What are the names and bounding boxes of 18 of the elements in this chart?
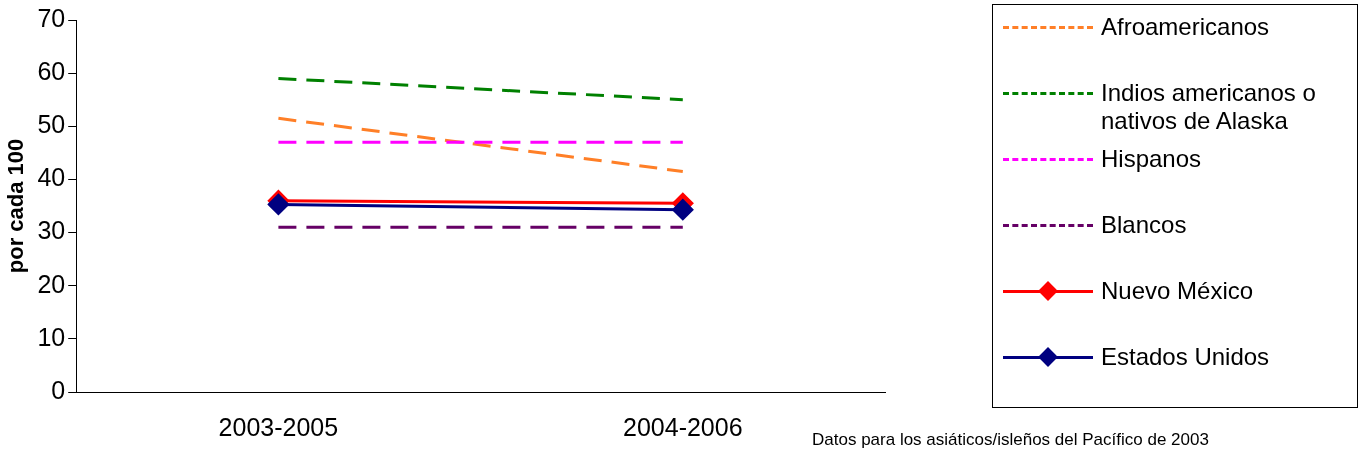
x-tick-label: 2003-2005 bbox=[218, 412, 339, 441]
x-tick-label: 2004-2006 bbox=[623, 412, 743, 441]
y-tick-label: 60 bbox=[37, 57, 66, 86]
legend-label: Indios americanos o nativos de Alaska bbox=[1101, 79, 1317, 135]
y-tick-label: 40 bbox=[37, 163, 66, 192]
legend-label: Estados Unidos bbox=[1101, 343, 1270, 371]
text: Datos para los asiáticos/isleños del Pacífico de 2003 bbox=[812, 430, 1209, 450]
y-axis-title: por cada 100 bbox=[3, 138, 29, 274]
legend-label: Afroamericanos bbox=[1101, 13, 1270, 41]
y-tick-label: 50 bbox=[37, 110, 66, 139]
y-tick-label: 20 bbox=[37, 269, 66, 298]
y-tick-label: 30 bbox=[37, 216, 66, 245]
y-tick-label: 70 bbox=[37, 3, 66, 32]
y-tick-label: 0 bbox=[51, 375, 66, 404]
legend-label: Hispanos bbox=[1101, 145, 1202, 173]
y-tick-label: 10 bbox=[37, 322, 66, 351]
legend-label: Blancos bbox=[1101, 211, 1187, 239]
legend-label: Nuevo México bbox=[1101, 277, 1254, 305]
